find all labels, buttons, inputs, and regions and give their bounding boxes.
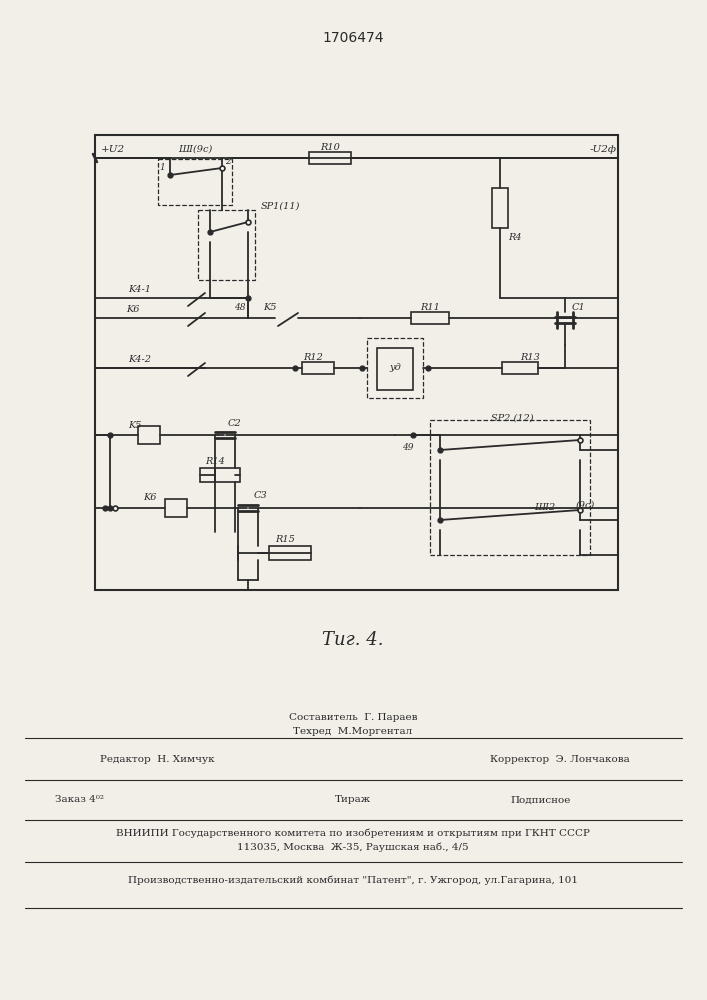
Bar <box>269 546 311 560</box>
Text: SP1(11): SP1(11) <box>260 202 300 211</box>
Text: K4-2: K4-2 <box>129 356 151 364</box>
Text: 1: 1 <box>159 162 165 172</box>
Text: R15: R15 <box>275 536 295 544</box>
Text: ВНИИПИ Государственного комитета по изобретениям и открытиям при ГКНТ СССР: ВНИИПИ Государственного комитета по изоб… <box>116 828 590 838</box>
Text: Подписное: Подписное <box>510 796 571 804</box>
Text: K5: K5 <box>263 304 276 312</box>
Text: Редактор  Н. Химчук: Редактор Н. Химчук <box>100 754 215 764</box>
Text: R13: R13 <box>520 353 540 361</box>
Text: K4-1: K4-1 <box>129 286 151 294</box>
Bar <box>138 426 160 444</box>
Bar <box>309 152 351 164</box>
Text: (9с): (9с) <box>575 500 595 510</box>
Bar <box>411 312 449 324</box>
Text: 2: 2 <box>225 157 231 166</box>
Text: K6: K6 <box>127 306 140 314</box>
Bar <box>367 338 423 398</box>
Text: C3: C3 <box>253 491 267 500</box>
Bar <box>492 188 508 228</box>
Text: K5: K5 <box>128 420 141 430</box>
Text: -U2ф: -U2ф <box>590 144 617 153</box>
Text: Корректор  Э. Лончакова: Корректор Э. Лончакова <box>490 754 630 764</box>
Text: Тираж: Тираж <box>335 796 371 804</box>
Text: Техред  М.Моргентал: Техред М.Моргентал <box>293 728 413 736</box>
Text: Производственно-издательский комбинат "Патент", г. Ужгород, ул.Гагарина, 101: Производственно-издательский комбинат "П… <box>128 875 578 885</box>
Bar <box>502 362 538 374</box>
Bar <box>377 348 413 390</box>
Bar <box>200 468 240 482</box>
Bar <box>158 159 232 205</box>
Text: R4: R4 <box>508 233 522 242</box>
Bar <box>165 499 187 517</box>
Text: ШI2: ШI2 <box>534 504 556 512</box>
Text: K6: K6 <box>144 493 157 502</box>
Text: ШI(9с): ШI(9с) <box>178 144 212 153</box>
Text: C2: C2 <box>227 418 241 428</box>
Text: 48: 48 <box>234 304 246 312</box>
Text: +U2: +U2 <box>101 144 125 153</box>
Bar <box>198 210 255 280</box>
Text: 49: 49 <box>402 442 414 452</box>
Bar <box>302 362 334 374</box>
Text: C1: C1 <box>571 304 585 312</box>
Text: уд: уд <box>389 363 401 372</box>
Text: Заказ 4⁰²: Заказ 4⁰² <box>55 796 104 804</box>
Text: SP2 (12): SP2 (12) <box>491 414 533 422</box>
Bar <box>430 420 590 555</box>
Text: 1706474: 1706474 <box>322 31 384 45</box>
Text: R10: R10 <box>320 142 340 151</box>
Text: R14: R14 <box>205 458 225 466</box>
Text: Τиг. 4.: Τиг. 4. <box>322 631 384 649</box>
Bar <box>95 135 618 590</box>
Text: R11: R11 <box>420 302 440 312</box>
Text: 113035, Москва  Ж-35, Раушская наб., 4/5: 113035, Москва Ж-35, Раушская наб., 4/5 <box>237 842 469 852</box>
Text: Составитель  Г. Параев: Составитель Г. Параев <box>288 714 417 722</box>
Text: R12: R12 <box>303 353 323 361</box>
